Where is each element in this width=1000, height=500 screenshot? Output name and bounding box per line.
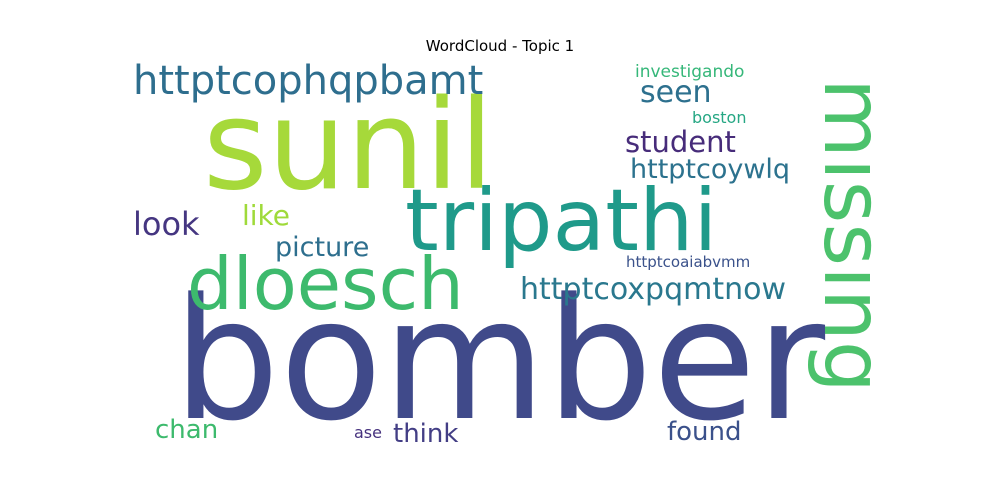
word-httptcoaiabvmm: httptcoaiabvmm	[626, 253, 750, 271]
word-think: think	[393, 419, 458, 449]
word-found: found	[667, 417, 742, 447]
word-httptcoywlq: httptcoywlq	[630, 154, 790, 185]
chart-title: WordCloud - Topic 1	[425, 37, 575, 55]
wordcloud-canvas: bomber sunil tripathi missing dloesch httptco…	[125, 58, 875, 451]
word-bomber: bomber	[173, 262, 826, 451]
word-like: like	[242, 199, 290, 232]
word-httptcophqpbamt: httptcophqpbamt	[133, 58, 483, 104]
word-look: look	[133, 205, 200, 243]
word-picture: picture	[275, 232, 369, 263]
word-missing: missing	[805, 78, 875, 393]
word-sunil: sunil	[203, 74, 494, 218]
word-dloesch: dloesch	[187, 242, 464, 326]
word-investigando: investigando	[635, 62, 744, 82]
word-boston: boston	[692, 108, 746, 127]
word-seen: seen	[640, 75, 712, 110]
word-httptcoxpqmtnow: httptcoxpqmtnow	[520, 272, 786, 307]
word-tripathi: tripathi	[405, 171, 717, 271]
word-ase: ase	[354, 423, 382, 442]
word-chan: chan	[155, 415, 218, 445]
word-student: student	[625, 125, 736, 159]
